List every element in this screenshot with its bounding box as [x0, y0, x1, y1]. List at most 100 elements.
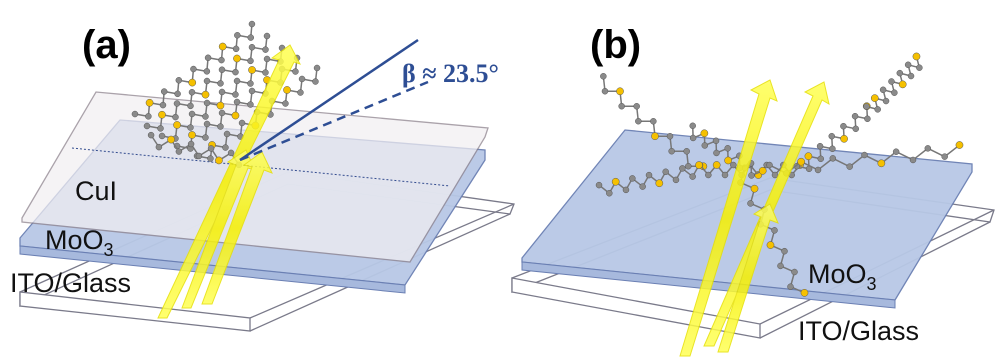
carbon-atom [187, 102, 194, 110]
carbon-atom [601, 87, 609, 95]
carbon-atom [247, 80, 254, 87]
carbon-atom [248, 87, 256, 95]
carbon-atom [828, 132, 835, 140]
carbon-atom [840, 122, 847, 130]
sulfur-atom [167, 135, 175, 144]
carbon-atom [202, 134, 209, 141]
sulfur-atom [955, 141, 964, 149]
sulfur-atom [188, 78, 197, 87]
sulfur-atom [797, 157, 805, 166]
carbon-atom [846, 163, 853, 170]
carbon-atom [247, 57, 254, 65]
carbon-atom [814, 166, 822, 174]
carbon-atom [238, 119, 246, 127]
carbon-atom [882, 97, 890, 105]
carbon-atom [188, 89, 196, 96]
carbon-atom [218, 56, 225, 64]
carbon-atom [633, 103, 640, 110]
carbon-atom [896, 69, 904, 77]
carbon-atom [160, 88, 168, 95]
carbon-atom [204, 54, 212, 62]
carbon-atom [217, 80, 224, 87]
carbon-atom [195, 152, 203, 160]
carbon-atom [313, 64, 321, 72]
sulfur-atom [216, 101, 225, 110]
carbon-atom [190, 65, 197, 73]
sulfur-atom [700, 129, 709, 138]
carbon-atom [143, 122, 151, 130]
carbon-atom [941, 153, 948, 160]
sulfur-atom [188, 131, 196, 139]
carbon-atom [247, 34, 254, 41]
carbon-atom [771, 171, 779, 179]
carbon-atom [202, 113, 209, 120]
carbon-atom [248, 20, 256, 28]
carbon-atom [730, 161, 737, 169]
light-arrow [717, 203, 779, 353]
panel-a-ito-glass-label: ITO/Glass [10, 268, 131, 298]
carbon-atom [131, 110, 139, 118]
carbon-atom [207, 155, 214, 162]
carbon-atom [147, 131, 155, 139]
carbon-atom [888, 78, 895, 85]
panel-b-light-arrows [679, 79, 830, 357]
carbon-atom [724, 145, 731, 152]
light-arrow [157, 44, 302, 319]
carbon-atom [263, 55, 271, 63]
carbon-atom [685, 162, 692, 170]
sulfur-atom [800, 288, 809, 297]
sulfur-atom [758, 166, 767, 175]
carbon-atom [645, 171, 653, 179]
panel-b-moo3-label: MoO3 [808, 259, 877, 294]
carbon-atom [713, 149, 720, 157]
carbon-atom [188, 110, 196, 118]
sulfur-atom [248, 66, 256, 74]
carbon-atom [203, 68, 211, 75]
carbon-atom [829, 155, 837, 162]
carbon-atom [666, 133, 674, 140]
carbon-atom [712, 137, 720, 145]
carbon-atom [174, 90, 181, 98]
carbon-atom [904, 61, 912, 69]
carbon-atom [747, 200, 754, 207]
sulfur-atom [283, 86, 291, 94]
carbon-atom [217, 123, 224, 130]
carbon-atom [662, 168, 669, 176]
carbon-atom [748, 172, 755, 179]
carbon-atom [864, 115, 871, 123]
sulfur-atom [233, 54, 241, 63]
panel-b: (b) MoO3 ITO/Glass [511, 23, 995, 357]
carbon-atom [232, 91, 239, 98]
carbon-atom [791, 268, 798, 276]
carbon-atom [851, 112, 859, 120]
carbon-atom [622, 186, 630, 194]
carbon-atom [292, 68, 299, 75]
carbon-atom [218, 109, 226, 117]
panel-a: (a) β ≈ 23.5° CuI MoO3 ITO/G [10, 20, 515, 332]
carbon-atom [173, 100, 181, 107]
sulfur-atom [215, 156, 223, 165]
carbon-atom [282, 100, 289, 107]
sulfur-atom [877, 159, 886, 168]
carbon-atom [312, 78, 319, 85]
carbon-atom [618, 102, 625, 110]
carbon-atom [892, 148, 900, 155]
carbon-atom [689, 122, 696, 130]
panel-a-cui-label: CuI [75, 176, 117, 206]
panel-a-moo3-label: MoO3 [45, 225, 114, 260]
carbon-atom [145, 113, 152, 120]
carbon-atom [679, 165, 686, 172]
carbon-atom [227, 149, 235, 157]
carbon-atom [232, 45, 240, 53]
sulfur-atom [231, 111, 240, 120]
carbon-atom [863, 103, 870, 110]
sulfur-atom [840, 134, 848, 143]
carbon-atom [203, 77, 211, 85]
carbon-atom [222, 144, 229, 151]
sulfur-atom [655, 179, 664, 188]
carbon-atom [600, 73, 607, 80]
carbon-atom [203, 99, 211, 107]
carbon-atom [263, 32, 271, 40]
carbon-atom [861, 151, 868, 159]
sulfur-atom [145, 98, 154, 107]
